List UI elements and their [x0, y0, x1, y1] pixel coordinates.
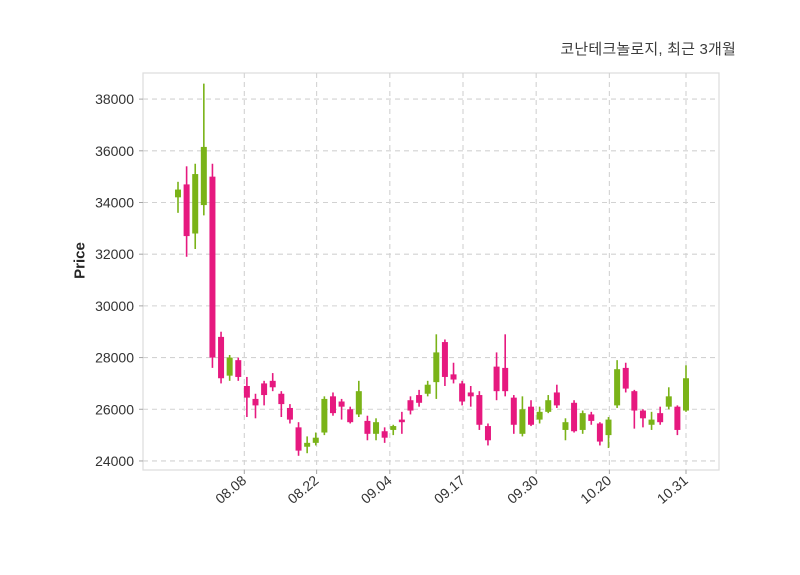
candle-body-down	[269, 380, 276, 388]
candle-body-down	[252, 398, 259, 406]
candle-body-up	[614, 369, 621, 406]
y-tick-label: 26000	[95, 401, 134, 417]
candle-body-up	[373, 422, 380, 434]
x-tick-label: 09.30	[504, 472, 541, 507]
candle-body-down	[261, 383, 268, 396]
candle-body-up	[200, 146, 207, 206]
candle-body-down	[596, 423, 603, 442]
y-tick-label: 28000	[95, 350, 134, 366]
candle-body-down	[286, 407, 293, 420]
candle-body-down	[502, 367, 509, 392]
candle-body-up	[304, 442, 311, 447]
candle-body-down	[510, 397, 517, 425]
candle-body-down	[493, 366, 500, 392]
candle-body-down	[295, 427, 302, 451]
candle-body-down	[441, 342, 448, 377]
candle-body-up	[312, 437, 319, 443]
candle-body-down	[476, 395, 483, 425]
candle-body-down	[553, 392, 560, 406]
candle-body-down	[631, 391, 638, 411]
candle-body-up	[192, 174, 199, 234]
candle-body-down	[450, 374, 457, 380]
x-tick-label: 09.17	[431, 472, 468, 507]
candle-body-down	[347, 409, 354, 423]
candle-body-up	[433, 352, 440, 383]
candle-body-down	[484, 426, 491, 441]
candle-body-down	[622, 367, 629, 389]
candle-body-up	[424, 384, 431, 394]
candle-body-up	[579, 413, 586, 430]
candle-body-down	[218, 336, 225, 379]
x-tick-label: 10.31	[654, 472, 691, 507]
y-tick-label: 38000	[95, 91, 134, 107]
candle-body-up	[562, 422, 569, 430]
candle-body-down	[588, 414, 595, 421]
candle-body-down	[183, 184, 190, 237]
candle-body-down	[329, 396, 336, 414]
candle-body-down	[467, 392, 474, 397]
chart-title: 코난테크놀로지, 최근 3개월	[560, 41, 736, 58]
y-axis-title: Price	[71, 242, 89, 279]
candle-body-down	[381, 431, 388, 438]
candle-body-up	[648, 419, 655, 425]
candle-body-up	[355, 391, 362, 415]
candle-body-up	[665, 396, 672, 407]
candle-body-down	[278, 393, 285, 405]
candle-body-down	[364, 420, 371, 434]
y-tick-label: 36000	[95, 143, 134, 159]
candle-body-up	[321, 398, 328, 433]
candle-body-down	[235, 360, 242, 377]
y-tick-label: 24000	[95, 453, 134, 469]
candle-body-up	[226, 357, 233, 376]
y-tick-label: 32000	[95, 246, 134, 262]
candle-body-down	[407, 400, 414, 411]
candle-body-down	[674, 406, 681, 430]
candle-body-up	[536, 411, 543, 420]
candle-body-up	[683, 378, 689, 411]
plot-area	[142, 72, 720, 471]
x-tick-label: 08.08	[212, 472, 249, 507]
candle-body-down	[338, 401, 345, 407]
x-tick-label: 09.04	[358, 472, 395, 507]
candle-body-down	[209, 176, 216, 358]
candle-body-up	[605, 419, 612, 436]
candle-body-up	[390, 426, 397, 430]
candle-body-up	[175, 189, 181, 198]
y-tick-label: 30000	[95, 298, 134, 314]
candle-body-down	[639, 410, 646, 419]
x-tick-label: 08.22	[284, 472, 321, 507]
candle-body-down	[657, 413, 664, 423]
candle-body-down	[528, 406, 535, 425]
candle-body-down	[571, 402, 578, 432]
x-tick-label: 10.20	[577, 472, 614, 507]
y-tick-label: 34000	[95, 194, 134, 210]
candle-body-up	[545, 400, 552, 412]
candle-body-down	[416, 395, 423, 403]
candle-body-down	[398, 419, 405, 423]
candle-body-up	[519, 409, 526, 434]
candle-body-down	[459, 383, 466, 402]
candle-body-down	[243, 385, 250, 398]
